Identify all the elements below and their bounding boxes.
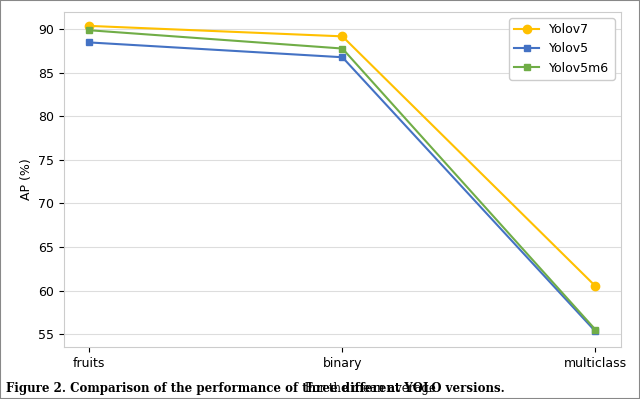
Yolov5 bbox=[86, 40, 93, 45]
Yolov5 bbox=[591, 329, 599, 334]
Yolov7 bbox=[591, 284, 599, 288]
Yolov5 bbox=[339, 55, 346, 59]
Yolov5m6 bbox=[591, 327, 599, 332]
Legend: Yolov7, Yolov5, Yolov5m6: Yolov7, Yolov5, Yolov5m6 bbox=[509, 18, 614, 80]
Yolov5m6 bbox=[86, 28, 93, 33]
Line: Yolov5: Yolov5 bbox=[86, 39, 599, 335]
Yolov5m6 bbox=[339, 46, 346, 51]
Text: Figure 2. Comparison of the performance of three different YOLO versions.: Figure 2. Comparison of the performance … bbox=[6, 384, 505, 397]
Yolov7 bbox=[339, 34, 346, 39]
Y-axis label: AP (%): AP (%) bbox=[20, 159, 33, 200]
Text: For the mean average: For the mean average bbox=[301, 382, 436, 395]
Line: Yolov7: Yolov7 bbox=[85, 22, 600, 290]
Text: Figure 2. Comparison of the performance of three different YOLO versions.: Figure 2. Comparison of the performance … bbox=[6, 382, 505, 395]
Yolov7 bbox=[86, 24, 93, 28]
Line: Yolov5m6: Yolov5m6 bbox=[86, 27, 599, 333]
